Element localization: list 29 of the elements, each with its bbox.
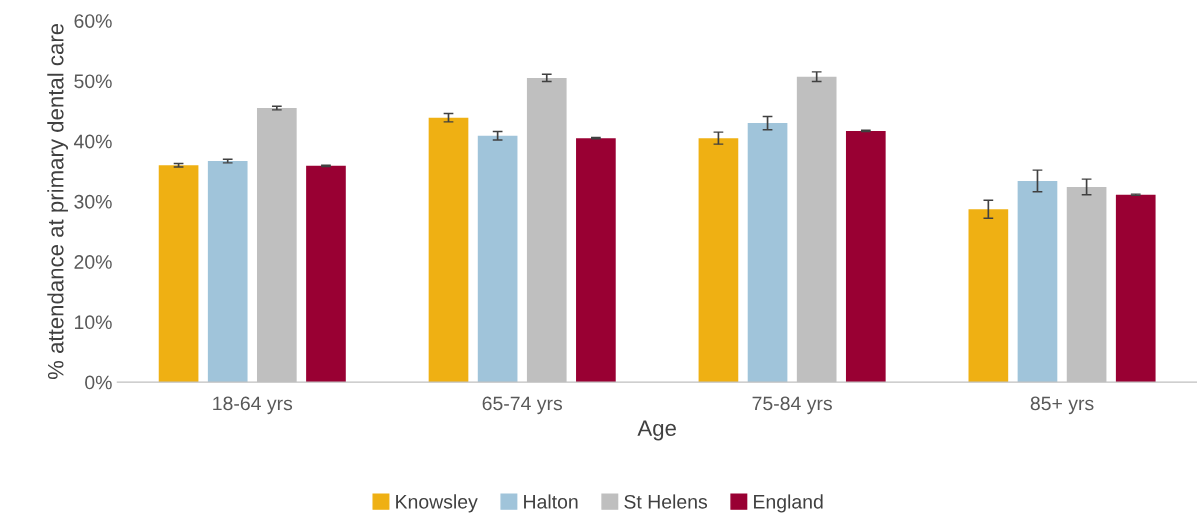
legend-label: St Helens [624, 494, 708, 509]
bar [747, 123, 788, 383]
bar [306, 165, 346, 383]
bar [1115, 194, 1156, 383]
y-tick-label: 20% [74, 255, 112, 269]
y-tick-label: 60% [74, 14, 112, 28]
y-tick-label: 40% [73, 134, 112, 149]
y-axis-title: % attendance at primary dental care [47, 23, 68, 380]
bar [698, 138, 739, 383]
bar [207, 161, 248, 383]
bar [576, 138, 616, 383]
bar [428, 117, 469, 383]
y-tick-label: 0% [85, 375, 112, 390]
bar [845, 130, 886, 383]
bar [1017, 180, 1058, 383]
y-tick-label: 30% [74, 194, 112, 209]
bar [968, 209, 1009, 383]
x-tick-label: 18-64 yrs [213, 396, 293, 415]
legend-label: Knowsley [396, 494, 478, 513]
x-axis-title: Age [637, 420, 676, 441]
x-tick-label: 65-74 yrs [482, 396, 563, 415]
legend-label: England [754, 494, 823, 513]
x-tick-label: 85+ yrs [1030, 396, 1094, 415]
legend-label: Halton [524, 494, 578, 509]
y-tick-label: 10% [75, 315, 112, 330]
bar [477, 135, 518, 383]
bar [158, 165, 199, 383]
x-tick-label: 75-84 yrs [752, 396, 832, 415]
y-tick-label: 50% [74, 74, 112, 89]
